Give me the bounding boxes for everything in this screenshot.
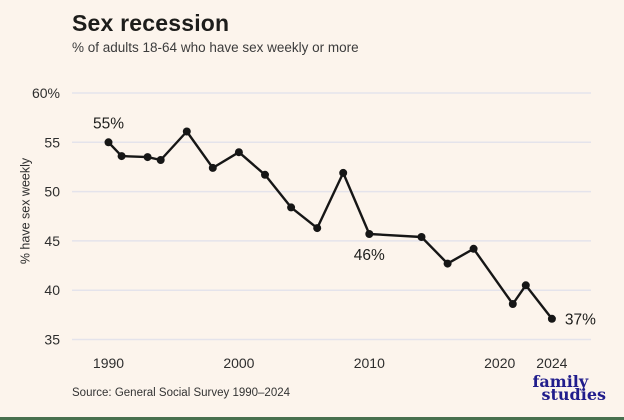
x-tick-label: 2020 <box>484 355 515 371</box>
data-point <box>261 170 269 179</box>
data-point <box>313 224 322 233</box>
bottom-accent-bar <box>0 417 624 420</box>
data-label: 37% <box>565 311 596 328</box>
x-tick-label: 2010 <box>354 355 385 371</box>
data-point <box>104 138 113 147</box>
data-point <box>417 233 426 241</box>
data-point <box>365 230 374 238</box>
logo-line-1: family <box>532 372 589 391</box>
data-point <box>339 168 348 177</box>
y-tick-label: 40 <box>44 282 60 298</box>
y-tick-label: 35 <box>44 332 60 348</box>
y-tick-label: 55 <box>44 134 60 150</box>
data-point <box>508 300 517 308</box>
data-point <box>234 148 243 157</box>
data-point <box>521 281 530 290</box>
data-point <box>143 153 152 162</box>
x-tick-label: 2000 <box>223 355 254 371</box>
family-studies-logo: family studies <box>532 372 606 404</box>
data-label: 55% <box>93 115 124 132</box>
y-tick-label: 50 <box>44 184 60 200</box>
data-point <box>182 127 191 136</box>
data-point <box>208 163 217 172</box>
y-tick-label: 45 <box>44 233 60 249</box>
logo-line-2: studies <box>541 385 606 404</box>
y-tick-label: 60% <box>32 85 60 101</box>
source-note: Source: General Social Survey 1990–2024 <box>72 387 291 399</box>
data-point <box>547 314 556 323</box>
data-point <box>287 203 296 212</box>
data-point <box>443 259 452 268</box>
x-tick-label: 1990 <box>93 355 124 371</box>
data-point <box>117 152 126 161</box>
data-point <box>469 244 478 253</box>
chart-title: Sex recession <box>72 10 230 36</box>
data-point <box>156 156 165 164</box>
data-label: 46% <box>354 247 385 264</box>
x-tick-label: 2024 <box>536 355 567 371</box>
chart-subtitle: % of adults 18-64 who have sex weekly or… <box>72 40 359 55</box>
